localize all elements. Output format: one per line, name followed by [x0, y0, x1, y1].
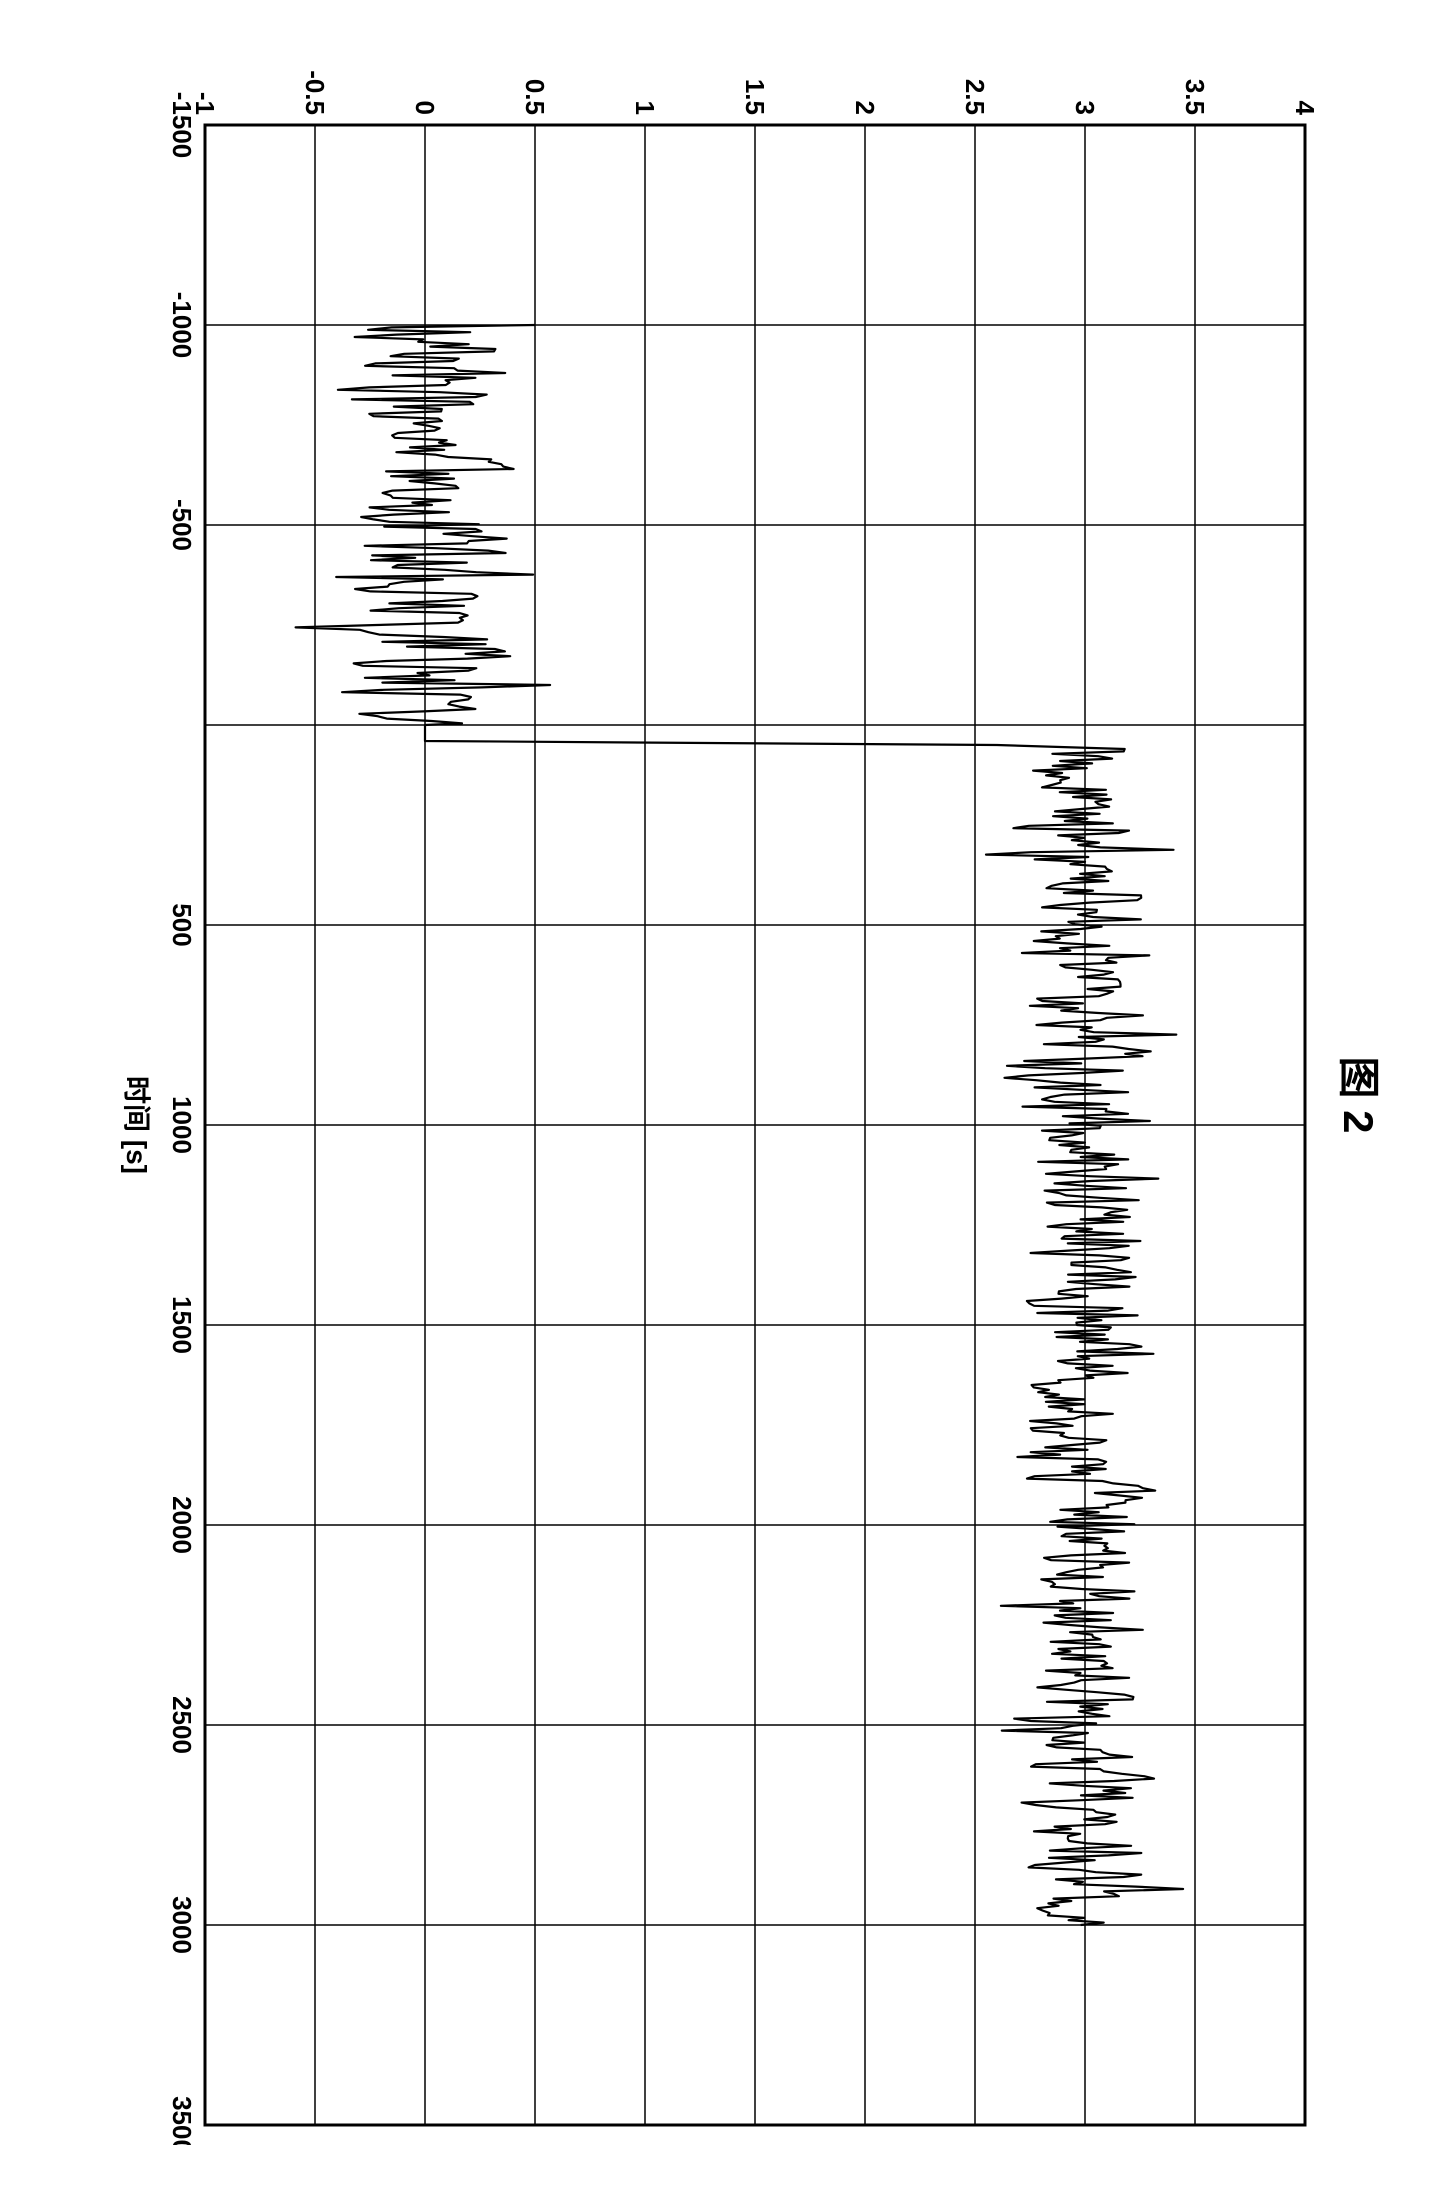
svg-text:4: 4 [1290, 101, 1320, 116]
svg-text:3.5: 3.5 [1180, 79, 1210, 115]
svg-text:1.5: 1.5 [740, 79, 770, 115]
svg-text:2500: 2500 [167, 1696, 197, 1754]
svg-text:500: 500 [167, 903, 197, 946]
figure-caption: 图 2 [1331, 1056, 1392, 1133]
svg-text:3500: 3500 [167, 2096, 197, 2145]
svg-text:2.5: 2.5 [960, 79, 990, 115]
svg-text:2: 2 [850, 101, 880, 115]
svg-text:0: 0 [410, 101, 440, 115]
timeseries-chart: -1500-1000-50050010001500200025003000350… [115, 45, 1325, 2145]
svg-text:0.5: 0.5 [520, 79, 550, 115]
svg-text:-1: -1 [190, 92, 220, 115]
svg-text:1500: 1500 [167, 1296, 197, 1354]
svg-text:3: 3 [1070, 101, 1100, 115]
svg-text:-500: -500 [167, 499, 197, 551]
svg-text:-0.5: -0.5 [300, 70, 330, 115]
svg-text:2000: 2000 [167, 1496, 197, 1554]
svg-text:1000: 1000 [167, 1096, 197, 1154]
svg-text:3000: 3000 [167, 1896, 197, 1954]
svg-text:-1000: -1000 [167, 292, 197, 359]
chart-container: -1500-1000-50050010001500200025003000350… [115, 45, 1325, 2145]
svg-text:时间 [s]: 时间 [s] [121, 1076, 152, 1174]
svg-text:1: 1 [630, 101, 660, 115]
